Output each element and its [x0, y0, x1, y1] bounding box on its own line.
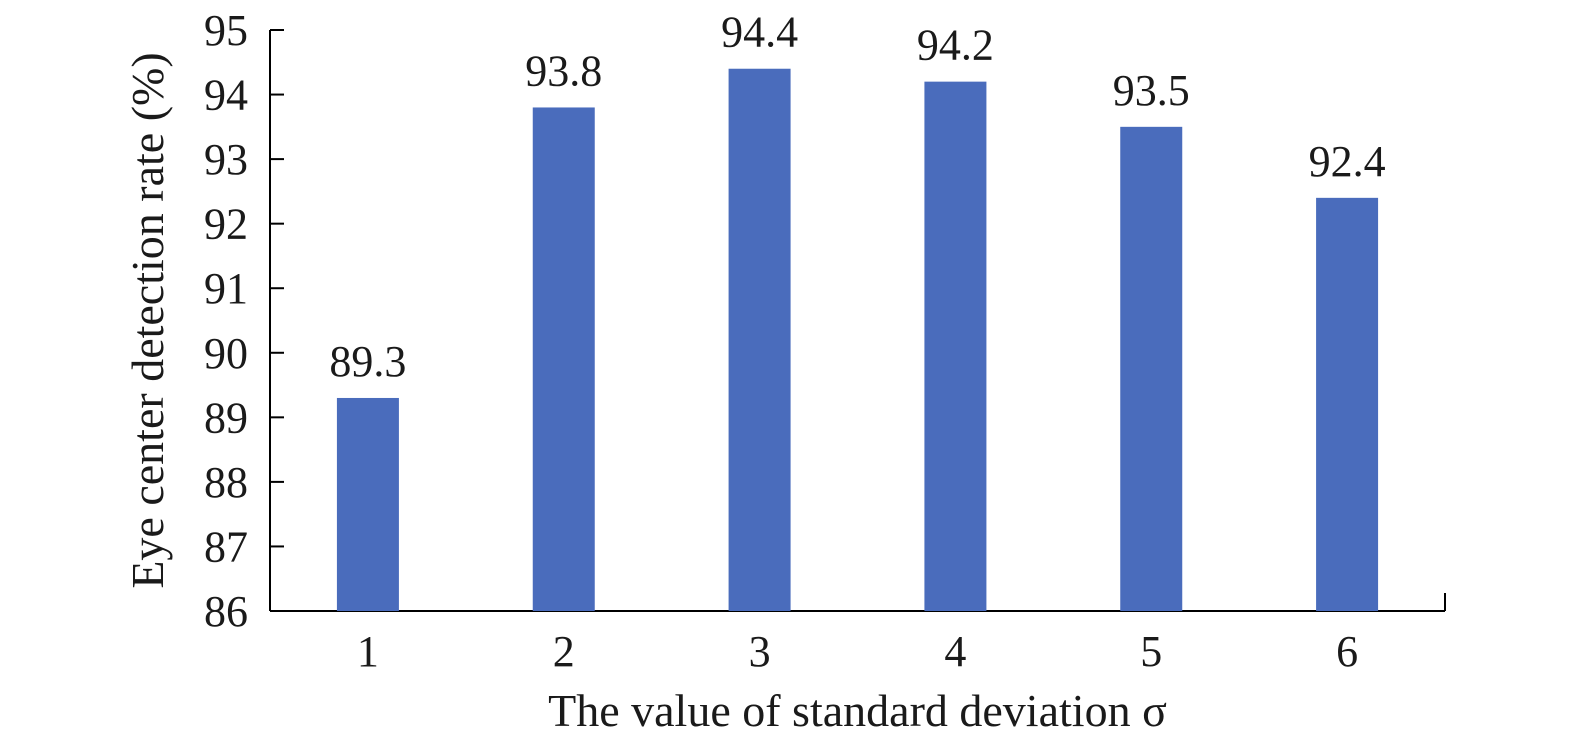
- y-tick-label: 94: [204, 71, 248, 120]
- x-tick-label: 3: [749, 627, 771, 676]
- data-label-2: 93.8: [525, 46, 602, 95]
- y-tick-label: 90: [204, 329, 248, 378]
- x-tick-label: 1: [357, 627, 379, 676]
- y-axis-title: Eye center detection rate (%): [122, 52, 173, 588]
- x-tick-label: 6: [1336, 627, 1358, 676]
- y-tick-label: 88: [204, 458, 248, 507]
- data-label-5: 93.5: [1113, 66, 1190, 115]
- x-tick-label: 5: [1140, 627, 1162, 676]
- bar-3: [728, 68, 791, 611]
- bar-2: [532, 107, 595, 611]
- data-label-6: 92.4: [1309, 137, 1386, 186]
- x-axis-title: The value of standard deviation σ: [548, 685, 1167, 736]
- bar-1: [336, 397, 399, 611]
- y-axis: 86 87 88 89 90 91 92 93 94 95: [204, 6, 284, 636]
- x-axis: 1 2 3 4 5 6: [270, 593, 1446, 676]
- data-label-4: 94.2: [917, 21, 994, 70]
- y-tick-label: 93: [204, 135, 248, 184]
- bar-6: [1316, 197, 1379, 611]
- y-tick-label: 87: [204, 522, 248, 571]
- bar-5: [1120, 126, 1183, 611]
- y-tick-label: 89: [204, 393, 248, 442]
- bar-4: [924, 81, 987, 611]
- data-label-1: 89.3: [329, 337, 406, 386]
- bars: [336, 68, 1379, 611]
- y-tick-label: 86: [204, 587, 248, 636]
- y-tick-label: 91: [204, 264, 248, 313]
- y-tick-label: 95: [204, 6, 248, 55]
- x-tick-label: 2: [553, 627, 575, 676]
- y-tick-label: 92: [204, 200, 248, 249]
- data-label-3: 94.4: [721, 8, 798, 57]
- data-labels: 89.3 93.8 94.4 94.2 93.5 92.4: [329, 8, 1385, 386]
- x-tick-label: 4: [944, 627, 966, 676]
